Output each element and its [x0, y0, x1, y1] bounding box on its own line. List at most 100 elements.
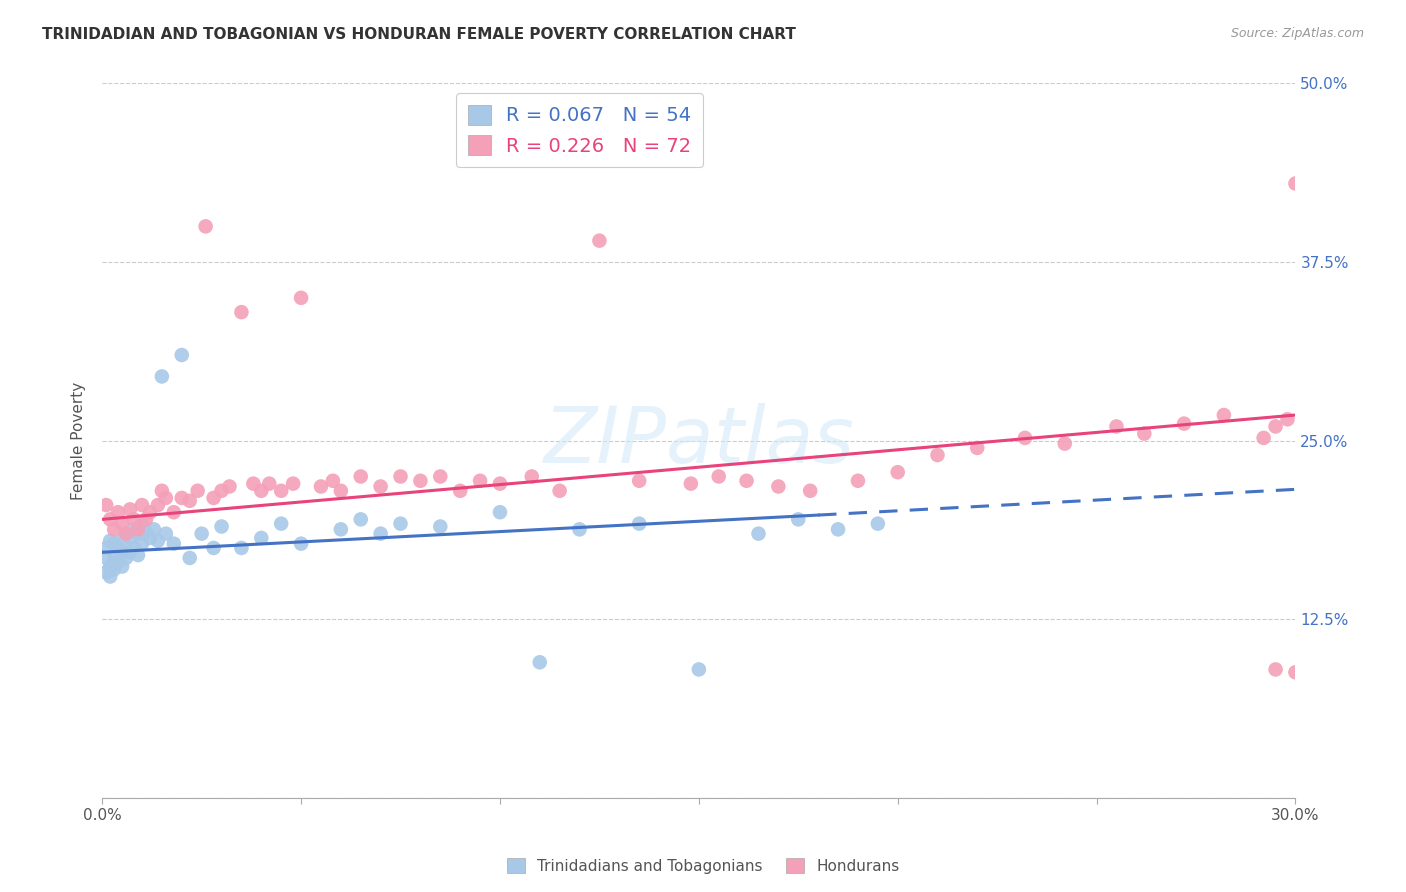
Point	[115, 526, 138, 541]
Point	[1253, 431, 1275, 445]
Point	[211, 519, 233, 533]
Point	[170, 491, 193, 505]
Point	[103, 522, 125, 536]
Text: Source: ZipAtlas.com: Source: ZipAtlas.com	[1230, 27, 1364, 40]
Point	[131, 536, 153, 550]
Point	[489, 505, 512, 519]
Point	[588, 234, 610, 248]
Point	[115, 551, 138, 566]
Point	[1344, 576, 1367, 591]
Y-axis label: Female Poverty: Female Poverty	[72, 382, 86, 500]
Legend: Trinidadians and Tobagonians, Hondurans: Trinidadians and Tobagonians, Hondurans	[501, 852, 905, 880]
Point	[111, 533, 134, 548]
Point	[98, 533, 121, 548]
Point	[679, 476, 702, 491]
Point	[707, 469, 730, 483]
Point	[122, 541, 145, 555]
Point	[1292, 434, 1315, 448]
Point	[322, 474, 344, 488]
Point	[429, 469, 451, 483]
Point	[429, 519, 451, 533]
Point	[98, 569, 121, 583]
Point	[735, 474, 758, 488]
Point	[1053, 436, 1076, 450]
Point	[1264, 662, 1286, 676]
Point	[846, 474, 869, 488]
Point	[107, 541, 129, 555]
Point	[115, 526, 138, 541]
Point	[179, 493, 201, 508]
Point	[966, 441, 988, 455]
Point	[135, 512, 157, 526]
Text: TRINIDADIAN AND TOBAGONIAN VS HONDURAN FEMALE POVERTY CORRELATION CHART: TRINIDADIAN AND TOBAGONIAN VS HONDURAN F…	[42, 27, 796, 42]
Point	[194, 219, 217, 234]
Point	[628, 474, 651, 488]
Point	[190, 526, 212, 541]
Point	[111, 516, 134, 531]
Point	[290, 291, 312, 305]
Point	[329, 483, 352, 498]
Point	[179, 551, 201, 566]
Point	[827, 522, 849, 536]
Point	[329, 522, 352, 536]
Point	[270, 483, 292, 498]
Point	[1212, 408, 1234, 422]
Point	[1355, 580, 1378, 594]
Point	[787, 512, 810, 526]
Point	[250, 483, 273, 498]
Legend: R = 0.067   N = 54, R = 0.226   N = 72: R = 0.067 N = 54, R = 0.226 N = 72	[456, 93, 703, 168]
Point	[1316, 576, 1339, 591]
Point	[122, 512, 145, 526]
Point	[127, 522, 149, 536]
Point	[309, 479, 332, 493]
Point	[187, 483, 209, 498]
Point	[389, 516, 412, 531]
Point	[155, 491, 177, 505]
Point	[489, 476, 512, 491]
Point	[111, 545, 134, 559]
Point	[96, 498, 118, 512]
Point	[127, 526, 149, 541]
Point	[568, 522, 591, 536]
Point	[218, 479, 240, 493]
Point	[370, 526, 392, 541]
Point	[127, 548, 149, 562]
Point	[131, 498, 153, 512]
Point	[231, 541, 253, 555]
Text: ZIPatlas: ZIPatlas	[543, 403, 855, 479]
Point	[146, 498, 169, 512]
Point	[449, 483, 471, 498]
Point	[281, 476, 304, 491]
Point	[1014, 431, 1036, 445]
Point	[146, 533, 169, 548]
Point	[202, 491, 225, 505]
Point	[150, 369, 173, 384]
Point	[290, 536, 312, 550]
Point	[1173, 417, 1195, 431]
Point	[520, 469, 543, 483]
Point	[747, 526, 769, 541]
Point	[886, 465, 908, 479]
Point	[389, 469, 412, 483]
Point	[529, 655, 551, 669]
Point	[139, 531, 162, 545]
Point	[135, 525, 157, 540]
Point	[111, 559, 134, 574]
Point	[131, 516, 153, 531]
Point	[768, 479, 790, 493]
Point	[688, 662, 710, 676]
Point	[1324, 583, 1347, 598]
Point	[103, 548, 125, 562]
Point	[250, 531, 273, 545]
Point	[98, 512, 121, 526]
Point	[1133, 426, 1156, 441]
Point	[96, 551, 118, 566]
Point	[96, 541, 118, 555]
Point	[170, 348, 193, 362]
Point	[118, 531, 141, 545]
Point	[927, 448, 949, 462]
Point	[259, 476, 281, 491]
Point	[231, 305, 253, 319]
Point	[122, 522, 145, 536]
Point	[350, 469, 373, 483]
